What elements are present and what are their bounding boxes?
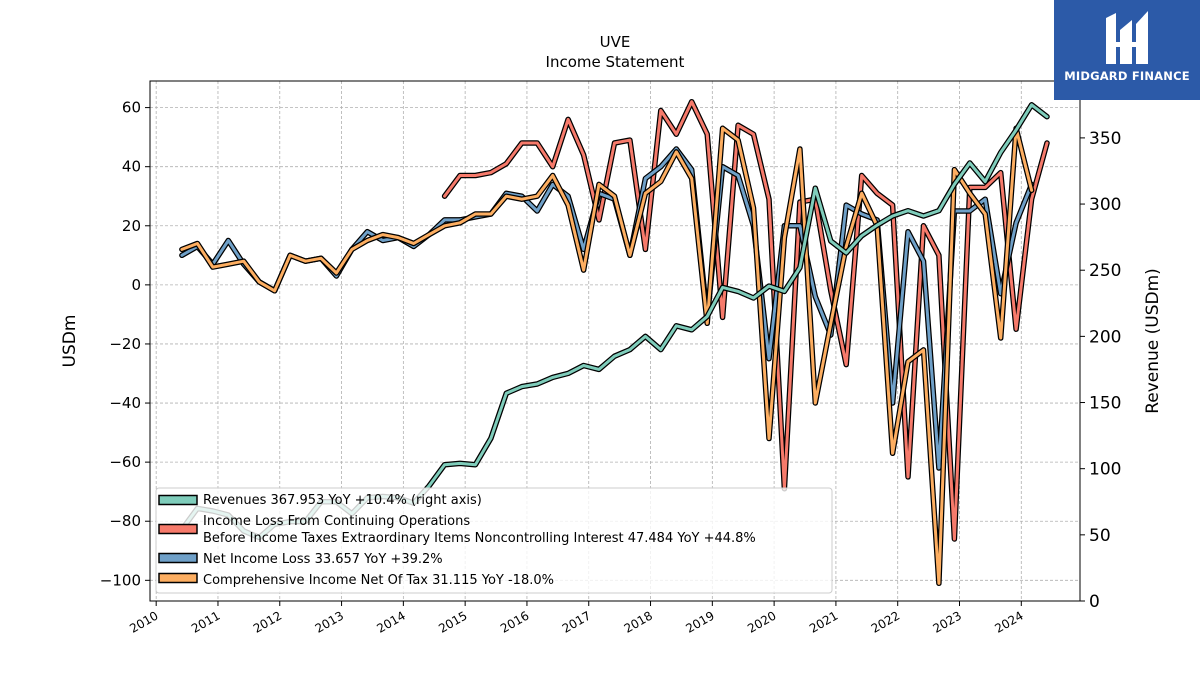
- x-tick-label: 2014: [374, 608, 407, 635]
- x-tick-label: 2022: [869, 608, 902, 635]
- x-tick-label: 2011: [189, 608, 222, 635]
- y-right-tick-label: 250: [1089, 261, 1121, 281]
- legend-label: Before Income Taxes Extraordinary Items …: [203, 531, 756, 546]
- y-axis-right-label: Revenue (USDm): [1143, 268, 1163, 414]
- y-right-tick-label: 100: [1089, 460, 1121, 480]
- y-right-tick-label: 50: [1089, 526, 1111, 546]
- x-tick-label: 2016: [498, 608, 531, 635]
- chart-subtitle: Income Statement: [546, 53, 685, 71]
- brand-name: MIDGARD FINANCE: [1064, 69, 1190, 83]
- y-tick-label: −40: [109, 394, 141, 412]
- legend-label: Income Loss From Continuing Operations: [203, 514, 470, 529]
- x-tick-label: 2018: [622, 608, 655, 635]
- brand-logo: MIDGARD FINANCE: [1054, 0, 1200, 100]
- legend-swatch: [158, 552, 198, 564]
- y-right-tick-label: 350: [1089, 129, 1121, 149]
- legend: Revenues 367.953 YoY +10.4% (right axis)…: [155, 487, 833, 594]
- x-tick-label: 2013: [313, 608, 346, 635]
- x-tick-label: 2021: [807, 608, 840, 635]
- brand-mark-icon: [1106, 11, 1148, 64]
- y-right-tick-label: 150: [1089, 394, 1121, 414]
- legend-swatch: [158, 572, 198, 584]
- plot-frame: [149, 80, 1081, 602]
- y-right-tick-label: 200: [1089, 327, 1121, 347]
- legend-label: Comprehensive Income Net Of Tax 31.115 Y…: [203, 573, 554, 588]
- x-tick-label: 2012: [251, 608, 284, 635]
- legend-swatch: [158, 523, 198, 535]
- x-tick-label: 2023: [931, 608, 964, 635]
- y-tick-label: −20: [109, 335, 141, 353]
- series-3: [179, 125, 1035, 587]
- y-tick-label: −80: [109, 512, 141, 530]
- y-tick-label: 40: [122, 158, 141, 176]
- legend-swatch: [158, 494, 198, 506]
- series-line: [180, 126, 1034, 585]
- y-tick-label: −100: [100, 571, 141, 589]
- x-tick-label: 2024: [992, 608, 1025, 635]
- x-tick-label: 2020: [745, 608, 778, 635]
- y-axis-label: USDm: [60, 315, 80, 368]
- x-tick-label: 2015: [436, 608, 469, 635]
- x-tick-label: 2010: [127, 608, 160, 635]
- y-right-tick-label: 300: [1089, 195, 1121, 215]
- x-tick-label: 2017: [560, 608, 593, 635]
- chart-title: UVE: [600, 33, 631, 51]
- legend-label: Revenues 367.953 YoY +10.4% (right axis): [203, 493, 482, 508]
- y-tick-label: 0: [131, 276, 141, 294]
- legend-label: Net Income Loss 33.657 YoY +39.2%: [203, 552, 443, 567]
- legend-box: [155, 487, 833, 594]
- x-tick-label: 2019: [683, 608, 716, 635]
- y-tick-label: 60: [122, 99, 141, 117]
- y-tick-label: 20: [122, 217, 141, 235]
- y-tick-label: −60: [109, 453, 141, 471]
- y-right-tick-label: 0: [1089, 592, 1100, 612]
